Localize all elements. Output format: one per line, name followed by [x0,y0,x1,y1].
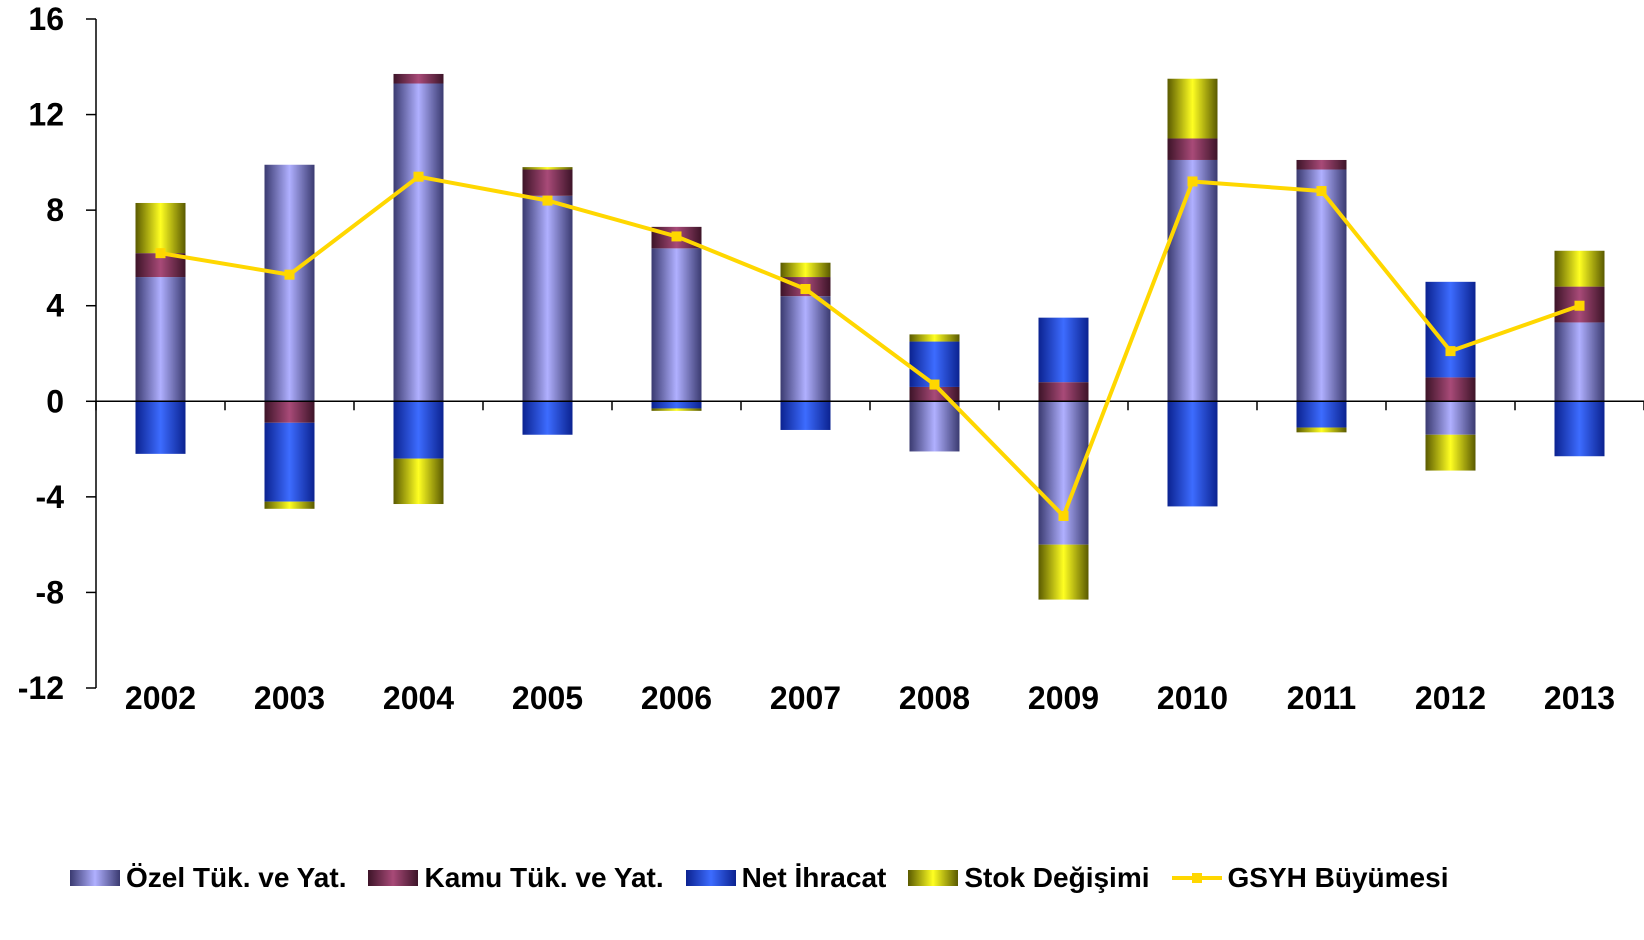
y-tick-label: -8 [36,574,64,610]
bar-ozel-2006 [651,248,702,402]
bar-ozel-2011 [1296,169,1347,402]
x-tick-label: 2002 [125,680,196,716]
growth-point-2012 [1445,346,1456,357]
legend-swatch-kamu [368,870,419,886]
growth-point-2006 [671,231,682,242]
x-tick-label: 2007 [770,680,841,716]
growth-point-2011 [1316,186,1327,197]
legend-item-kamu: Kamu Tük. ve Yat. [368,862,664,894]
bar-kamu-2011 [1296,159,1347,170]
y-tick-label: 12 [28,97,64,133]
x-tick-label: 2004 [383,680,454,716]
bar-ozel-2008 [909,401,960,452]
bar-net-ihracat-2010 [1167,401,1218,507]
bar-ozel-2007 [780,296,831,402]
legend-label-ozel: Özel Tük. ve Yat. [126,862,347,893]
bar-net-ihracat-2011 [1296,401,1347,428]
bar-net-ihracat-2006 [651,401,702,409]
legend-item-net-ihracat: Net İhracat [685,862,887,894]
legend-item-ozel: Özel Tük. ve Yat. [70,862,346,894]
bar-stok-2007 [780,262,831,278]
y-tick-label: 4 [46,288,64,324]
x-axis-ticks [95,401,1644,411]
bar-net-ihracat-2002 [135,401,186,454]
bar-stok-2005 [522,167,573,170]
legend-label-net-ihracat: Net İhracat [741,862,887,893]
bar-kamu-2009 [1038,382,1089,402]
growth-point-2009 [1058,510,1069,521]
bar-net-ihracat-2008 [909,341,960,387]
growth-point-2004 [413,171,424,182]
x-tick-label: 2008 [899,680,970,716]
legend-label-stok: Stok Değişimi [964,862,1150,893]
bar-layer [135,73,1605,600]
x-tick-label: 2010 [1157,680,1228,716]
bar-net-ihracat-2005 [522,401,573,435]
bar-net-ihracat-2004 [393,401,444,459]
bar-ozel-2010 [1167,159,1218,402]
growth-point-2008 [929,379,940,390]
growth-point-2002 [155,248,166,259]
legend-label-gsyh: GSYH Büyümesi [1227,862,1449,893]
growth-line [160,174,1581,518]
y-axis-ticks: -12 -8 -4 0 4 8 12 16 [18,1,96,706]
x-tick-label: 2003 [254,680,325,716]
bar-stok-2008 [909,334,960,342]
bar-net-ihracat-2013 [1554,401,1605,457]
bar-net-ihracat-2007 [780,401,831,430]
legend-swatch-stok [908,870,959,886]
bar-stok-2004 [393,458,444,505]
bar-ozel-2005 [522,195,573,402]
bar-kamu-2003 [264,401,315,423]
bar-stok-2003 [264,501,315,509]
growth-point-2013 [1574,300,1585,311]
y-tick-label: -4 [36,479,65,515]
growth-point-2003 [284,269,295,280]
x-tick-label: 2009 [1028,680,1099,716]
x-axis-labels: 2002 2003 2004 2005 2006 2007 2008 2009 2010 2011… [125,680,1615,716]
x-tick-label: 2013 [1544,680,1615,716]
legend-swatch-gsyh [1171,870,1222,886]
bar-stok-2012 [1425,434,1476,471]
legend-swatch-net-ihracat [685,870,736,886]
bar-kamu-2004 [393,73,444,84]
y-tick-label: 16 [28,1,64,37]
bar-stok-2002 [135,202,186,254]
bar-stok-2013 [1554,250,1605,287]
bar-kamu-2010 [1167,138,1218,160]
growth-point-2005 [542,195,553,206]
y-tick-label: 8 [46,192,64,228]
x-tick-label: 2006 [641,680,712,716]
bar-stok-2009 [1038,544,1089,600]
growth-line-layer [155,171,1585,521]
bar-net-ihracat-2003 [264,422,315,502]
x-tick-label: 2012 [1415,680,1486,716]
bar-ozel-2004 [393,83,444,402]
bar-stok-2006 [651,408,702,411]
legend-item-stok: Stok Değişimi [908,862,1150,894]
bar-stok-2011 [1296,427,1347,433]
bar-net-ihracat-2009 [1038,317,1089,383]
bar-kamu-2012 [1425,377,1476,402]
x-tick-label: 2005 [512,680,583,716]
growth-point-2007 [800,283,811,294]
bar-ozel-2002 [135,277,186,402]
bar-ozel-2012 [1425,401,1476,435]
legend-label-kamu: Kamu Tük. ve Yat. [424,862,664,893]
bar-kamu-2002 [135,253,186,278]
legend-item-gsyh: GSYH Büyümesi [1171,862,1449,894]
legend-swatch-ozel [70,870,120,886]
y-tick-label: 0 [46,383,64,419]
bar-stok-2010 [1167,78,1218,139]
bar-ozel-2003 [264,164,315,402]
bar-ozel-2013 [1554,322,1605,402]
growth-point-2010 [1187,176,1198,187]
bar-kamu-2005 [522,169,573,196]
x-tick-label: 2011 [1287,680,1356,716]
legend: Özel Tük. ve Yat. Kamu Tük. ve Yat. Net … [70,858,1470,898]
y-tick-label: -12 [18,670,64,706]
